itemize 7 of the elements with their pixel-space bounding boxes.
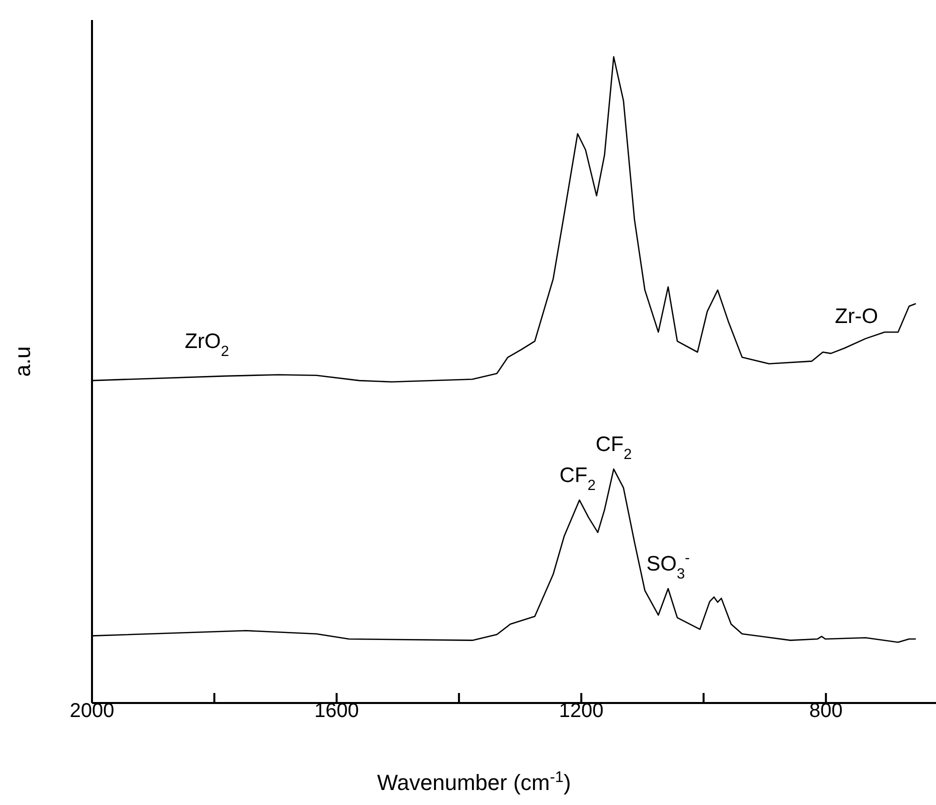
annotation: CF$_{2}$ [596, 433, 632, 464]
x-tick-label: 2000 [70, 700, 114, 722]
series-label: ZrO$_{2}$ [184, 330, 230, 360]
x-axis-title: Wavenumber (cm$^{-1}$) [377, 768, 571, 795]
annotation: CF$_{2}$ [560, 464, 596, 494]
y-axis-title: a.u [10, 346, 35, 377]
annotation: Zr-O [834, 305, 878, 328]
